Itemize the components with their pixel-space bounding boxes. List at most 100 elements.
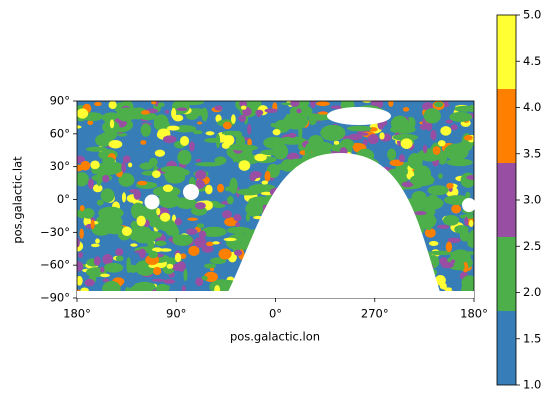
sky-patch — [195, 162, 223, 167]
colorbar-band — [497, 15, 516, 89]
y-tick-label: −30° — [40, 225, 70, 239]
sky-patch — [162, 184, 174, 192]
sky-patch — [195, 277, 204, 287]
sky-patch — [77, 275, 83, 286]
sky-patch — [176, 107, 188, 112]
sky-patch — [108, 101, 117, 110]
sky-patch — [189, 141, 195, 152]
sky-patch — [95, 170, 119, 175]
sky-patch — [96, 199, 104, 206]
sky-patch — [205, 184, 213, 195]
sky-patch — [222, 121, 232, 130]
sky-patch — [264, 170, 271, 182]
mask-hole — [183, 184, 199, 200]
sky-patch — [125, 286, 130, 291]
sky-patch — [194, 236, 207, 248]
sky-patch — [195, 158, 202, 163]
y-tick-label: −90° — [40, 291, 70, 305]
sky-patch — [173, 125, 197, 133]
sky-patch — [187, 217, 198, 221]
sky-patch — [197, 121, 203, 125]
sky-patch — [179, 253, 187, 259]
sky-patch — [249, 172, 257, 182]
sky-patch — [128, 162, 133, 168]
sky-patch — [100, 266, 105, 273]
x-tick-label: 180° — [460, 307, 488, 321]
sky-patch — [465, 191, 471, 199]
sky-patch — [85, 146, 108, 152]
sky-patch — [87, 120, 94, 126]
sky-patch — [245, 200, 264, 217]
sky-patch — [463, 135, 473, 141]
sky-patch — [198, 230, 207, 239]
sky-patch — [426, 121, 433, 131]
sky-patch — [454, 105, 474, 112]
sky-patch — [278, 136, 307, 145]
sky-patch — [333, 140, 340, 145]
colorbar-tick-label: 4.0 — [523, 100, 541, 114]
sky-patch — [390, 115, 409, 132]
sky-patch — [247, 124, 252, 135]
sky-patch — [330, 105, 344, 110]
sky-patch — [77, 237, 80, 248]
sky-patch — [392, 133, 419, 141]
sky-patch — [444, 289, 453, 291]
colorbar-tick-label: 1.5 — [523, 331, 541, 345]
sky-patch — [181, 285, 186, 291]
sky-patch — [183, 268, 188, 282]
sky-patch — [171, 263, 184, 271]
sky-patch — [201, 275, 208, 281]
sky-patch — [215, 133, 221, 149]
sky-patch — [218, 248, 232, 260]
sky-patch — [388, 101, 394, 107]
sky-patch — [409, 174, 435, 187]
sky-patch — [166, 125, 180, 131]
colorbar-tick-label: 2.0 — [523, 285, 541, 299]
sky-patch — [296, 108, 302, 114]
sky-patch — [451, 204, 462, 214]
sky-patch — [379, 132, 385, 140]
sky-patch — [140, 140, 147, 145]
sky-patch — [460, 172, 474, 188]
sky-patch — [87, 178, 94, 190]
sky-patch — [432, 146, 441, 155]
sky-patch — [437, 140, 446, 147]
sky-patch — [194, 202, 206, 210]
sky-patch — [176, 197, 198, 209]
sky-patch — [264, 108, 278, 113]
sky-patch — [400, 138, 413, 149]
sky-patch — [163, 279, 176, 285]
sky-patch — [229, 177, 238, 194]
sky-patch — [100, 273, 110, 278]
sky-patch — [154, 149, 165, 157]
sky-patch — [138, 248, 146, 259]
sky-patch — [223, 237, 237, 242]
mask-hole — [144, 194, 160, 210]
sky-patch — [430, 129, 437, 141]
sky-patch — [386, 168, 408, 177]
sky-patch — [83, 216, 92, 227]
sky-patch — [221, 142, 230, 149]
sky-patch — [402, 107, 410, 112]
sky-patch — [305, 105, 311, 116]
sky-patch — [227, 195, 234, 205]
sky-patch — [121, 226, 132, 236]
sky-patch — [188, 245, 200, 257]
sky-patch — [424, 227, 436, 238]
sky-patch — [443, 214, 460, 226]
sky-patch — [196, 223, 205, 228]
sky-patch — [438, 173, 443, 179]
colorbar-tick-label: 2.5 — [523, 239, 541, 253]
y-axis-label: pos.galactic.lat — [11, 156, 25, 244]
sky-patch — [201, 107, 208, 122]
sky-patch — [217, 183, 225, 193]
sky-patch — [102, 278, 110, 283]
sky-patch — [192, 130, 203, 135]
sky-patch — [469, 230, 474, 242]
sky-patch — [228, 139, 234, 143]
sky-patch — [77, 108, 89, 119]
sky-patch — [450, 259, 456, 264]
sky-patch — [449, 111, 473, 123]
sky-patch — [247, 138, 252, 147]
sky-patch — [158, 192, 180, 209]
